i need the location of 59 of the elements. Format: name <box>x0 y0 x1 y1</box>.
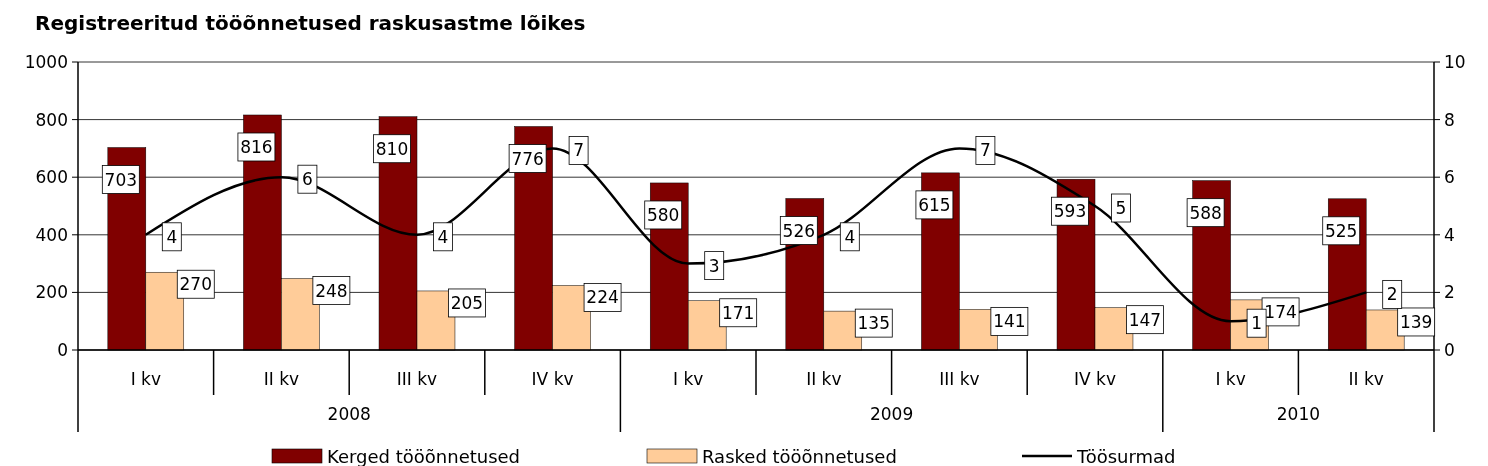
y-tick-label: 400 <box>35 224 68 245</box>
y2-tick-label: 10 <box>1444 52 1466 72</box>
data-label: 248 <box>315 280 348 301</box>
data-label: 4 <box>844 226 856 247</box>
data-label: 1 <box>1251 313 1263 334</box>
data-label: 810 <box>375 138 409 159</box>
data-label: 2 <box>1386 284 1398 305</box>
x-tick-label: III kv <box>939 369 980 389</box>
data-label: 270 <box>179 274 212 295</box>
text: 2008 <box>327 404 371 424</box>
data-label: 135 <box>857 313 890 334</box>
data-label: 224 <box>586 287 619 308</box>
data-label: 776 <box>511 148 544 169</box>
data-label: 4 <box>166 226 178 247</box>
x-tick-label: II kv <box>263 369 300 389</box>
data-label: 7 <box>979 140 991 161</box>
x-tick-label: IV kv <box>1074 369 1116 389</box>
data-label: 139 <box>1399 311 1433 332</box>
data-label: 588 <box>1189 202 1222 223</box>
y-tick-label: 800 <box>35 109 68 130</box>
y2-tick-label: 6 <box>1444 167 1455 188</box>
legend-label: Rasked tööõnnetused <box>702 446 897 466</box>
y2-tick-label: 0 <box>1444 340 1455 360</box>
data-label: 525 <box>1324 220 1358 241</box>
data-label: 3 <box>708 255 720 276</box>
y-tick-label: 200 <box>35 282 68 303</box>
x-tick-label: II kv <box>806 369 842 389</box>
x-tick-label: II kv <box>1348 369 1384 389</box>
legend-label: Kerged tööõnnetused <box>327 446 521 466</box>
data-label: 6 <box>301 169 313 190</box>
x-tick-label: III kv <box>396 369 438 389</box>
data-label: 4 <box>437 226 449 247</box>
data-label: 593 <box>1053 201 1087 222</box>
x-tick-label: I kv <box>1215 369 1246 389</box>
y2-tick-label: 4 <box>1444 224 1455 245</box>
y-tick-label: 1000 <box>24 52 68 72</box>
data-label: 171 <box>721 302 755 323</box>
data-label: 703 <box>104 169 138 190</box>
x-tick-label: I kv <box>673 369 704 389</box>
y2-tick-label: 2 <box>1444 282 1455 303</box>
data-label: 816 <box>240 136 273 157</box>
data-label: 174 <box>1264 301 1297 322</box>
text: 2010 <box>1276 404 1321 424</box>
x-tick-label: I kv <box>130 369 161 389</box>
y2-tick-label: 8 <box>1444 109 1455 130</box>
data-label: 141 <box>993 311 1026 332</box>
text: 2009 <box>869 404 914 424</box>
x-tick-label: IV kv <box>531 369 574 389</box>
y-tick-label: 0 <box>57 340 68 360</box>
data-label: 580 <box>646 204 680 225</box>
data-label: 147 <box>1128 309 1162 330</box>
data-label: 5 <box>1115 198 1127 218</box>
data-label: 526 <box>782 220 816 241</box>
y-tick-label: 600 <box>35 167 68 188</box>
data-label: 615 <box>918 194 951 215</box>
chart-title: Registreeritud tööõnnetused raskusastme lõikes <box>35 11 586 35</box>
legend-label: Töösurmad <box>1076 446 1176 466</box>
data-label: 7 <box>573 140 585 161</box>
data-label: 205 <box>450 292 484 313</box>
